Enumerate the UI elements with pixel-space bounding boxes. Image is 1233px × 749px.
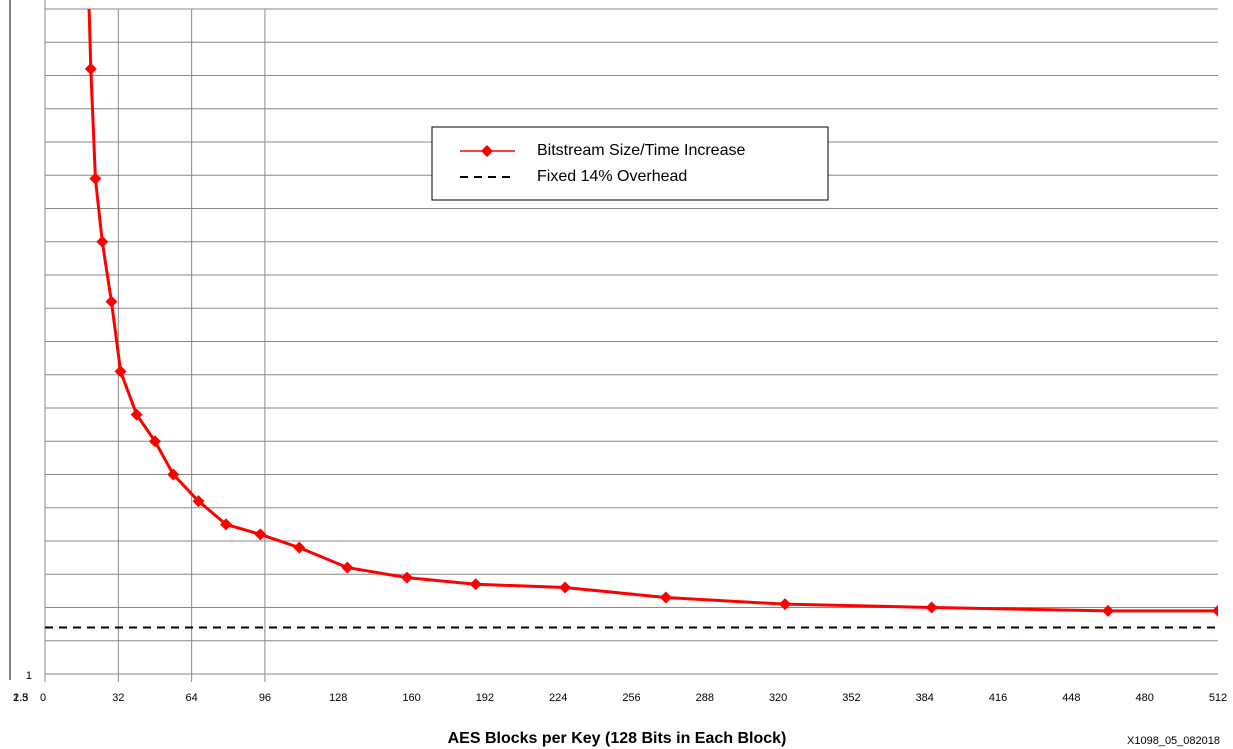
marker: [130, 408, 143, 421]
corner-label: 2.3: [13, 692, 28, 704]
series-line: [87, 9, 1218, 613]
marker: [1212, 604, 1218, 617]
x-tick-label: 512: [1209, 692, 1227, 704]
x-tick-label: 352: [842, 692, 860, 704]
figure-id: X1098_05_082018: [1127, 735, 1220, 747]
marker: [293, 541, 306, 554]
marker: [219, 518, 232, 531]
marker: [559, 581, 572, 594]
marker: [659, 591, 672, 604]
marker: [400, 571, 413, 584]
x-tick-label: 256: [622, 692, 640, 704]
x-tick-label: 96: [259, 692, 271, 704]
x-tick-label: 64: [186, 692, 198, 704]
x-tick-label: 288: [696, 692, 714, 704]
legend-box: [431, 126, 829, 201]
marker: [925, 601, 938, 614]
x-tick-label: 224: [549, 692, 567, 704]
plot-area: [45, 9, 1218, 629]
y-tick-label: 1: [26, 670, 32, 682]
marker: [148, 435, 161, 448]
x-tick-label: 192: [476, 692, 494, 704]
legend-label: Bitstream Size/Time Increase: [537, 142, 745, 159]
marker: [254, 528, 267, 541]
x-tick-label: 416: [989, 692, 1007, 704]
marker: [84, 62, 97, 75]
marker: [481, 145, 493, 157]
marker: [469, 578, 482, 591]
x-axis-title: AES Blocks per Key (128 Bits in Each Blo…: [448, 730, 787, 747]
legend: Bitstream Size/Time Increase Fixed 14% Ov…: [431, 126, 829, 201]
marker: [114, 365, 127, 378]
marker: [192, 495, 205, 508]
x-tick-label: 320: [769, 692, 787, 704]
grid: [45, 8, 1218, 682]
x-tick-label: 128: [329, 692, 347, 704]
marker: [341, 561, 354, 574]
x-tick-label: 480: [1136, 692, 1154, 704]
marker: [778, 598, 791, 611]
x-tick-label: 448: [1062, 692, 1080, 704]
marker: [105, 295, 118, 308]
x-tick-label: 384: [916, 692, 934, 704]
x-tick-label: 160: [402, 692, 420, 704]
corner-label: 1.5: [13, 692, 28, 704]
marker: [89, 172, 102, 185]
x-tick-label: 32: [112, 692, 124, 704]
marker: [167, 468, 180, 481]
marker: [1102, 604, 1115, 617]
legend-label: Fixed 14% Overhead: [537, 168, 687, 185]
marker: [96, 235, 109, 248]
x-tick-label: 0: [40, 692, 46, 704]
